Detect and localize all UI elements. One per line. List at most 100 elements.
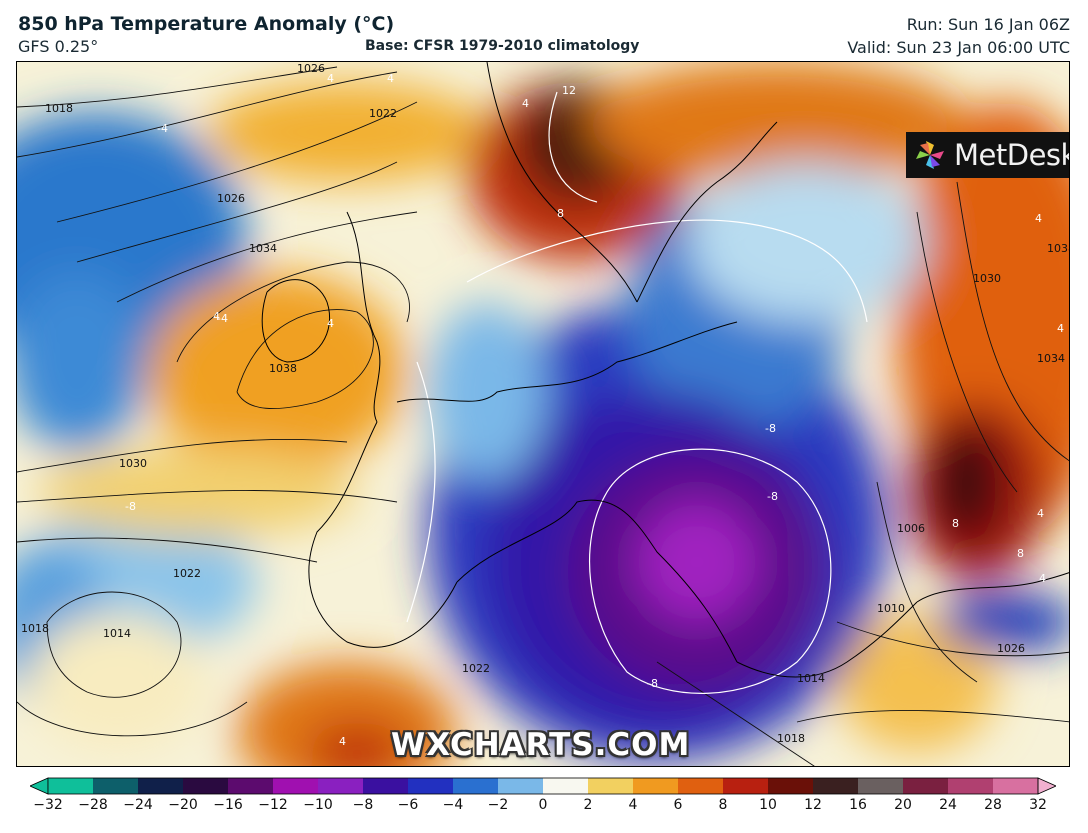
colorbar-segment: [543, 778, 589, 794]
anomaly-contour-label: 4: [1057, 322, 1064, 335]
colorbar-tick-label: 28: [984, 797, 1002, 813]
anomaly-contour-label: 8: [557, 207, 564, 220]
colorbar-segment: [993, 778, 1039, 794]
anomaly-field: [17, 62, 1069, 766]
colorbar-segment: [588, 778, 634, 794]
colorbar-segment: [138, 778, 184, 794]
colorbar-tick-label: −12: [258, 797, 288, 813]
colorbar-segment: [273, 778, 319, 794]
isobar-label: 1026: [997, 642, 1025, 655]
colorbar-segment: [813, 778, 859, 794]
colorbar-tick-label: −16: [213, 797, 243, 813]
chart-title: 850 hPa Temperature Anomaly (°C): [18, 13, 395, 35]
colorbar-segment: [93, 778, 139, 794]
colorbar-tick-label: −8: [352, 797, 374, 813]
isobar-label: 1014: [797, 672, 825, 685]
colorbar-tick-label: 10: [759, 797, 777, 813]
isobar-label: 1014: [103, 627, 131, 640]
isobar-lines: [17, 66, 1069, 766]
colorbar-segment: [948, 778, 994, 794]
valid-time-label: Valid: Sun 23 Jan 06:00 UTC: [847, 38, 1070, 57]
anomaly-contour-label: 4: [1037, 507, 1044, 520]
colorbar-min-arrow: [30, 777, 49, 795]
colorbar-tick-label: −4: [442, 797, 464, 813]
colorbar-segment: [768, 778, 814, 794]
colorbar-tick-label: −6: [397, 797, 419, 813]
colorbar-tick-label: 16: [849, 797, 867, 813]
isobar-label: 1034: [249, 242, 277, 255]
colorbar-segment: [453, 778, 499, 794]
colorbar-segment: [858, 778, 904, 794]
isobar-label: 1030: [119, 457, 147, 470]
climatology-base-label: Base: CFSR 1979-2010 climatology: [365, 38, 640, 54]
anomaly-contour-label: 4: [339, 735, 346, 748]
colorbar-tick-label: −2: [487, 797, 509, 813]
colorbar-segment: [318, 778, 364, 794]
anomaly-contour-label: 4: [522, 97, 529, 110]
colorbar-tick-label: 0: [538, 797, 548, 813]
colorbar-tick-label: −32: [33, 797, 63, 813]
isobar-label: 1026: [297, 62, 325, 75]
colorbar-segment: [183, 778, 229, 794]
colorbar-segment: [498, 778, 544, 794]
anomaly-contour-label: 4: [1039, 572, 1046, 585]
colorbar-tick-label: 20: [894, 797, 912, 813]
colorbar-tick-label: 32: [1029, 797, 1047, 813]
isobar-label: 1022: [369, 107, 397, 120]
anomaly-contour-label: 4: [1035, 212, 1042, 225]
isobar-label: 1038: [1047, 242, 1070, 255]
anomaly-contour-label: 8: [1017, 547, 1024, 560]
anomaly-contour-label: -8: [767, 490, 778, 503]
anomaly-map[interactable]: 1018 1026 1034 1038 1030 1022 1022 1018 1014 1026…: [16, 61, 1070, 767]
isobar-label: 1010: [877, 602, 905, 615]
anomaly-contour-label: -8: [765, 422, 776, 435]
colorbar-segment: [678, 778, 724, 794]
isobar-label: 1030: [973, 272, 1001, 285]
isobar-label: 1018: [777, 732, 805, 745]
colorbar-tick-label: 24: [939, 797, 957, 813]
metdesk-pinwheel-icon: [916, 141, 944, 169]
colorbar-tick-label: −10: [303, 797, 333, 813]
anomaly-contour-label: -8: [647, 677, 658, 690]
anomaly-contour-label: -4: [157, 122, 168, 135]
isobar-label: 1018: [21, 622, 49, 635]
colorbar-ticks: −32 −28 −24 −20 −16 −12 −10 −8 −6 −4 −2 0 2 4 6 8 10 12 16…: [0, 797, 1088, 823]
colorbar-tick-label: 8: [718, 797, 728, 813]
coastlines: [261, 62, 1069, 678]
anomaly-contour-label: -8: [125, 500, 136, 513]
colorbar-tick-label: −24: [123, 797, 153, 813]
colorbar-tick-label: −20: [168, 797, 198, 813]
colorbar-segment: [408, 778, 454, 794]
anomaly-contour-label: 4: [387, 72, 394, 85]
colorbar-tick-label: 4: [628, 797, 638, 813]
colorbar-segment: [723, 778, 769, 794]
colorbar-segment: [48, 778, 94, 794]
isobar-label: 1026: [217, 192, 245, 205]
anomaly-contours: [406, 91, 868, 694]
metdesk-logo-text: MetDesk: [954, 138, 1070, 172]
colorbar-segment: [363, 778, 409, 794]
isobar-label: 1034: [1037, 352, 1065, 365]
wxcharts-watermark: WXCHARTS.COM: [391, 727, 691, 763]
isobar-label: 1006: [897, 522, 925, 535]
anomaly-contour-label: 8: [952, 517, 959, 530]
colorbar-tick-label: 2: [583, 797, 593, 813]
anomaly-contour-label: 12: [562, 84, 576, 97]
colorbar-tick-label: 6: [673, 797, 683, 813]
colorbar-segment: [903, 778, 949, 794]
anomaly-contour-label: 4: [397, 742, 404, 755]
colorbar-segment: [633, 778, 679, 794]
colorbar-max-arrow: [1037, 777, 1056, 795]
isobar-label: 1018: [45, 102, 73, 115]
isobar-label: 1022: [462, 662, 490, 675]
metdesk-logo: MetDesk: [906, 132, 1070, 178]
anomaly-contour-label: 4: [327, 317, 334, 330]
colorbar-tick-label: 12: [804, 797, 822, 813]
isobar-label: 1022: [173, 567, 201, 580]
anomaly-contour-label: -4: [217, 312, 228, 325]
colorbar: [30, 777, 1056, 795]
colorbar-tick-label: −28: [78, 797, 108, 813]
run-time-label: Run: Sun 16 Jan 06Z: [906, 15, 1070, 34]
isobar-label: 1038: [269, 362, 297, 375]
anomaly-contour-label: 4: [327, 72, 334, 85]
